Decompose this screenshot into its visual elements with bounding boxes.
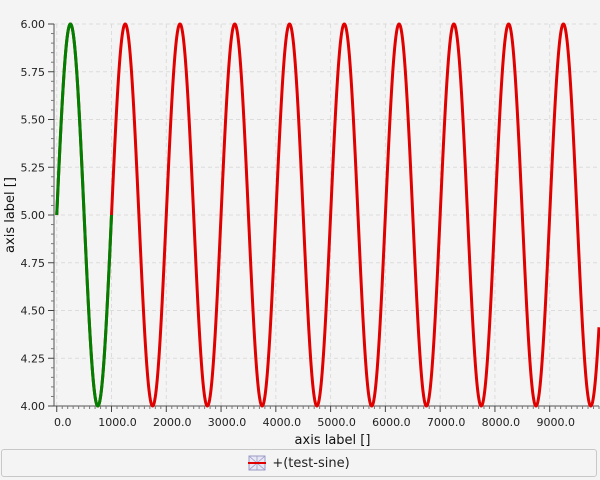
- y-tick-label: 5.25: [21, 161, 46, 174]
- series-line-highlight: [55, 22, 114, 408]
- y-tick-label: 5.50: [21, 114, 46, 127]
- x-tick-label: 7000.0: [427, 416, 466, 429]
- y-tick-label: 5.75: [21, 66, 46, 79]
- x-tick-label: 8000.0: [482, 416, 521, 429]
- tick-labels: 4.00 4.25 4.50 4.75 5.00 5.25 5.50 5.75 6.00 0.0 1…: [21, 18, 575, 429]
- legend: +(test-sine): [1, 449, 597, 477]
- y-tick-label: 4.00: [21, 400, 46, 413]
- x-tick-label: 6000.0: [372, 416, 411, 429]
- y-tick-label: 5.00: [21, 209, 46, 222]
- x-tick-label: 9000.0: [536, 416, 575, 429]
- y-tick-label: 4.25: [21, 352, 46, 365]
- chart-canvas: 4.00 4.25 4.50 4.75 5.00 5.25 5.50 5.75 6.00 0.0 1…: [3, 18, 600, 448]
- x-tick-label: 1000.0: [98, 416, 137, 429]
- x-axis-title: axis label []: [295, 433, 371, 448]
- y-tick-label: 6.00: [21, 18, 46, 31]
- x-tick-label: 5000.0: [317, 416, 356, 429]
- series-lines: [55, 22, 600, 408]
- y-tick-label: 4.75: [21, 257, 46, 270]
- legend-item[interactable]: +(test-sine): [248, 455, 350, 471]
- legend-swatch-icon: [248, 455, 267, 471]
- axes: [48, 23, 600, 412]
- x-tick-label: 2000.0: [153, 416, 192, 429]
- series-line-test-sine: [55, 22, 600, 408]
- x-tick-label: 4000.0: [263, 416, 302, 429]
- y-tick-label: 4.50: [21, 305, 46, 318]
- x-tick-label: 0.0: [54, 416, 72, 429]
- legend-label: +(test-sine): [272, 455, 350, 471]
- x-tick-label: 3000.0: [208, 416, 247, 429]
- y-axis-title: axis label []: [3, 177, 18, 253]
